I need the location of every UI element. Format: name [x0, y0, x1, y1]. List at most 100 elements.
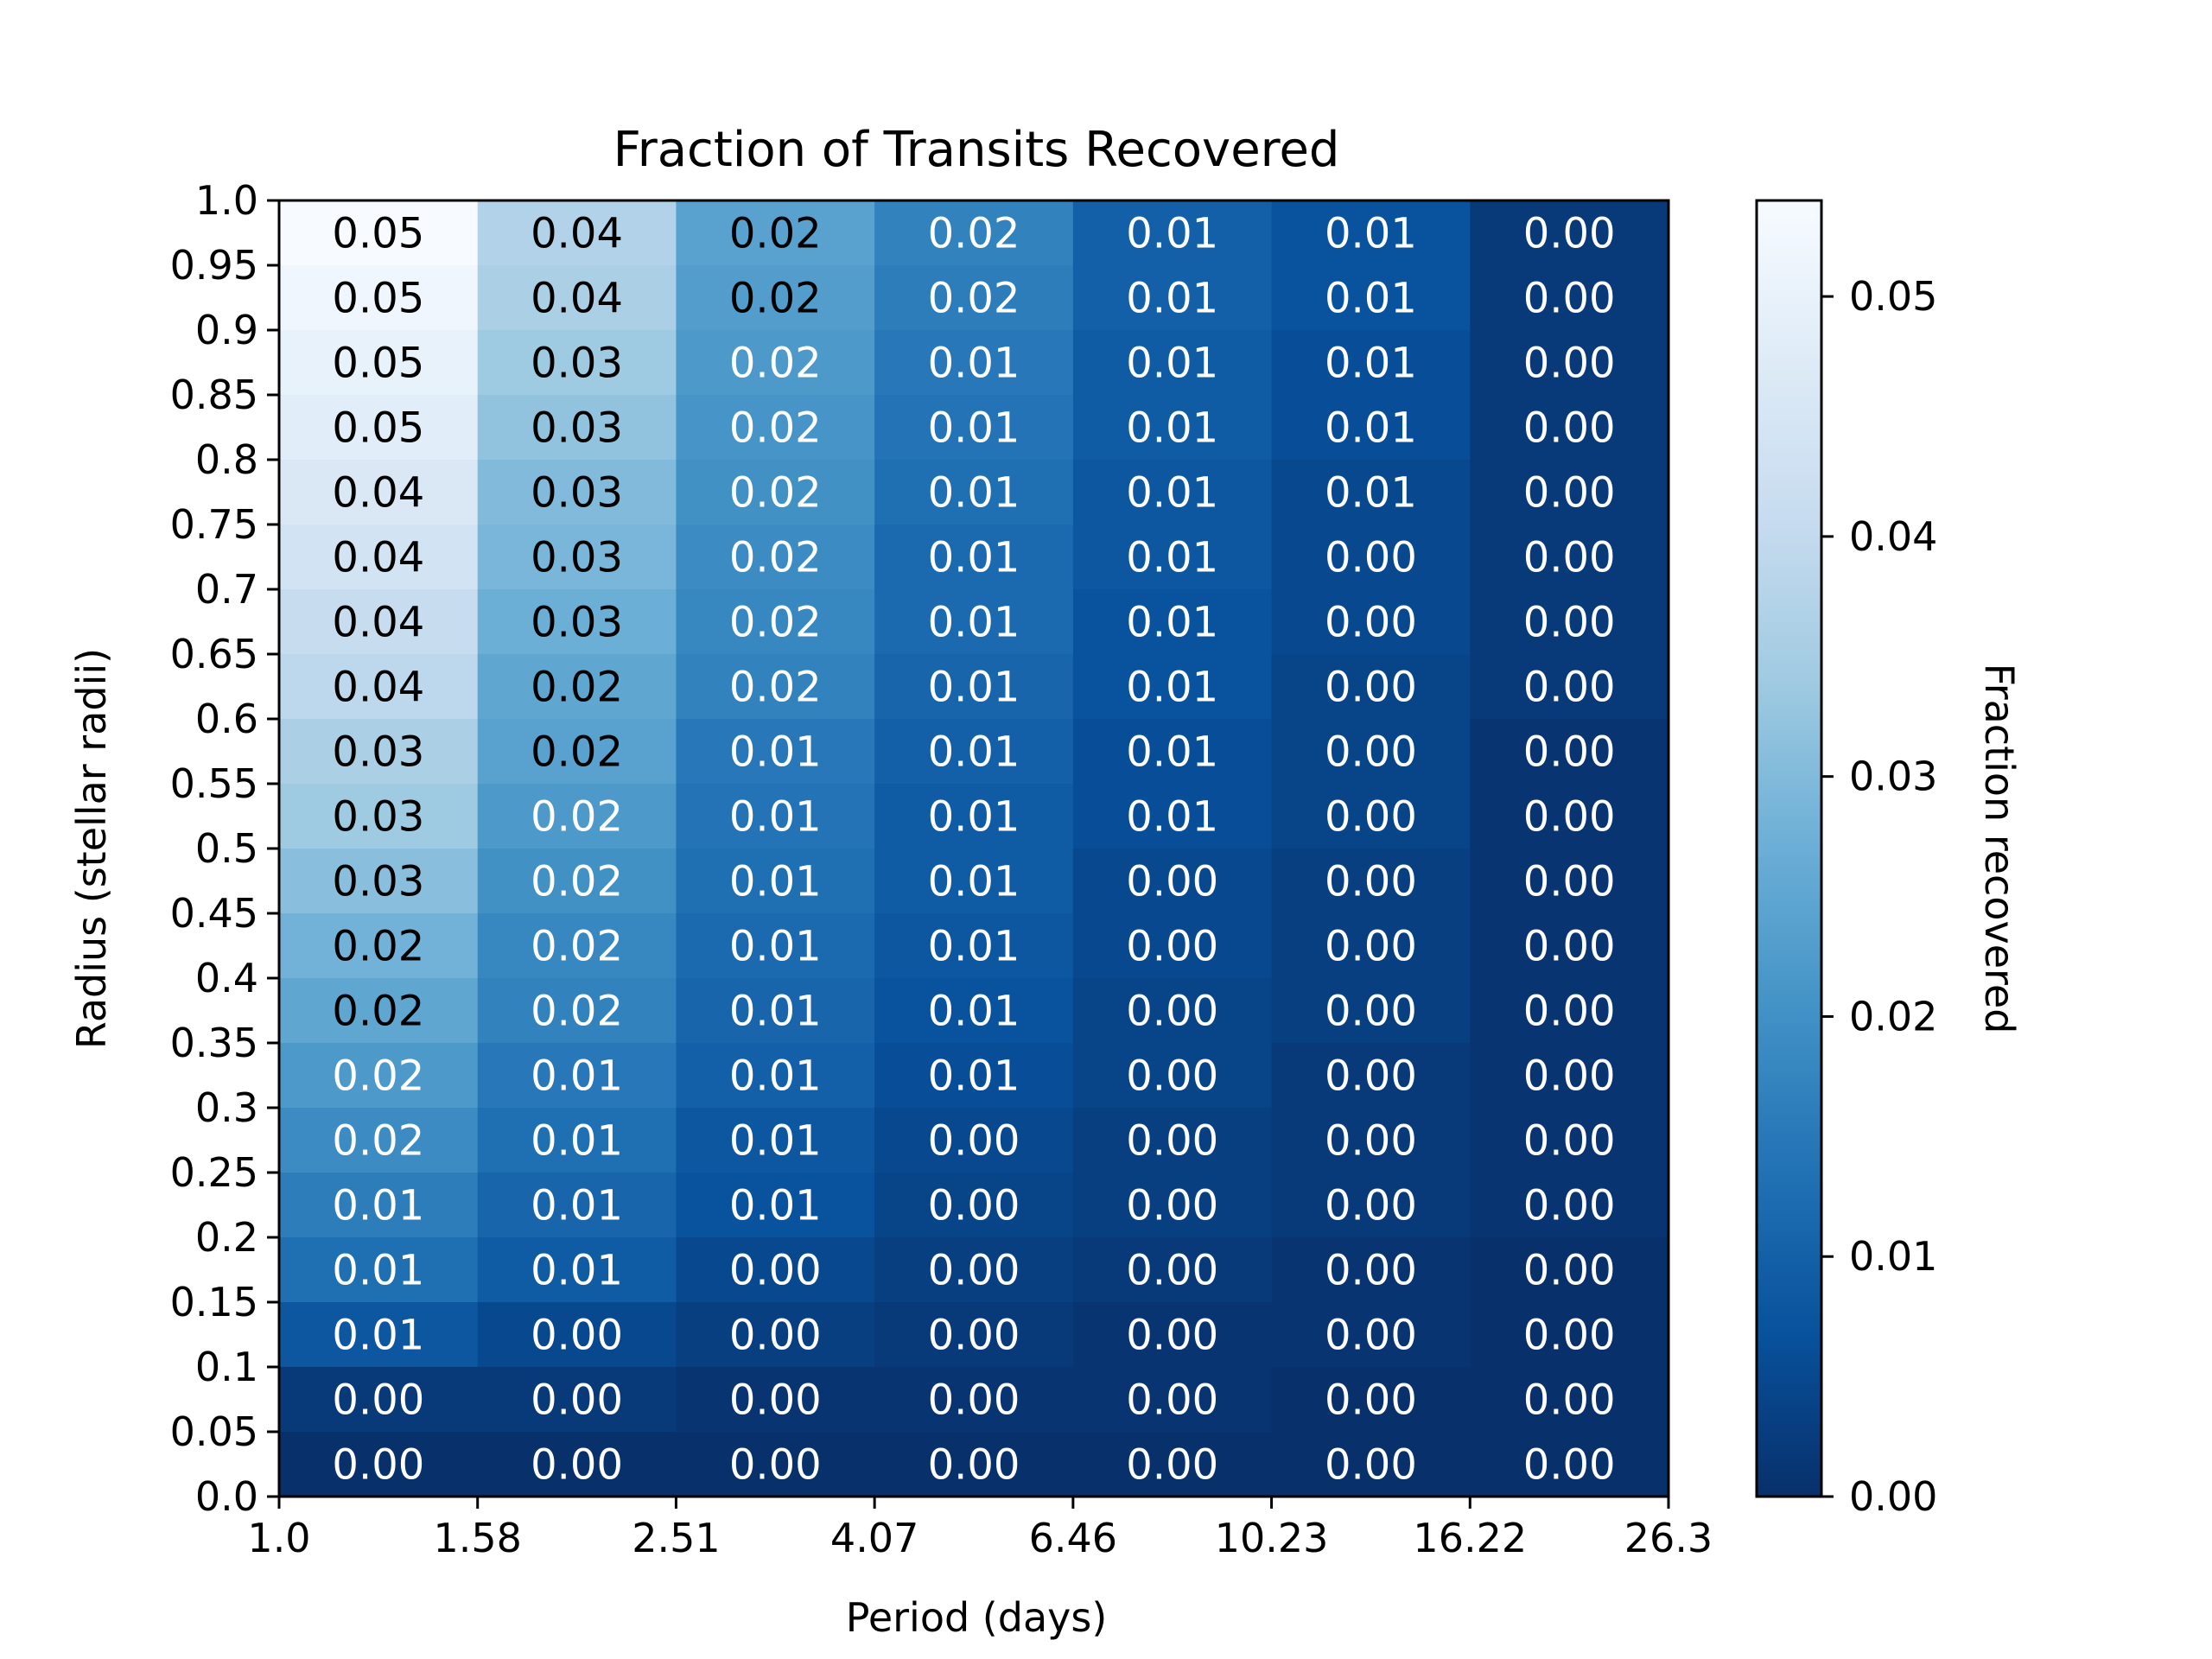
cell-value-label: 0.00	[1126, 1441, 1218, 1490]
cell-value-label: 0.01	[928, 923, 1020, 971]
cell-value-label: 0.01	[928, 340, 1020, 388]
y-tick-label: 0.65	[170, 631, 258, 677]
cell-value-label: 0.02	[332, 988, 424, 1036]
cell-value-label: 0.02	[531, 793, 623, 842]
heatmap-cell	[874, 913, 1074, 979]
heatmap-cell	[279, 265, 479, 331]
cell-value-label: 0.04	[531, 210, 623, 258]
cell-value-label: 0.00	[1126, 1247, 1218, 1295]
cell-value-label: 0.02	[928, 275, 1020, 323]
colorbar-gradient	[1755, 199, 1823, 1498]
x-tick-label: 26.3	[1624, 1515, 1713, 1561]
heatmap-cell	[874, 654, 1074, 720]
cell-value-label: 0.00	[1523, 728, 1616, 777]
cell-value-label: 0.01	[928, 664, 1020, 712]
cell-value-label: 0.02	[729, 599, 822, 647]
cell-value-label: 0.00	[928, 1441, 1020, 1490]
cell-value-label: 0.00	[729, 1247, 822, 1295]
heatmap-cell	[1470, 589, 1669, 655]
y-tick-label: 0.45	[170, 890, 258, 937]
heatmap-cell	[1072, 1367, 1273, 1433]
cell-value-label: 0.02	[729, 340, 822, 388]
cell-value-label: 0.00	[1126, 1052, 1218, 1101]
heatmap-cell	[279, 1043, 479, 1109]
x-tick-label: 4.07	[830, 1515, 918, 1561]
heatmap-cell	[676, 524, 875, 590]
cell-value-label: 0.01	[1325, 275, 1417, 323]
heatmap-cell	[874, 1237, 1074, 1303]
cell-value-label: 0.01	[729, 988, 822, 1036]
cell-value-label: 0.01	[729, 793, 822, 842]
heatmap-cell	[874, 849, 1074, 914]
cell-value-label: 0.00	[1523, 340, 1616, 388]
cell-value-label: 0.00	[1523, 1376, 1616, 1425]
heatmap-cell	[874, 1108, 1074, 1173]
cell-value-label: 0.00	[531, 1441, 623, 1490]
cell-value-label: 0.00	[928, 1247, 1020, 1295]
cell-value-label: 0.01	[928, 404, 1020, 453]
heatmap-cell	[676, 1043, 875, 1109]
cell-value-label: 0.03	[332, 858, 424, 906]
heatmap-cells	[279, 200, 1669, 1497]
heatmap-cell	[874, 330, 1074, 396]
heatmap-cell	[477, 654, 677, 720]
cell-value-label: 0.00	[1523, 664, 1616, 712]
cell-value-label: 0.04	[531, 275, 623, 323]
y-tick-label: 0.7	[195, 566, 258, 613]
cell-value-label: 0.00	[1325, 1376, 1417, 1425]
heatmap-cell	[874, 719, 1074, 785]
heatmap-cell	[1072, 913, 1273, 979]
cell-value-label: 0.00	[1126, 988, 1218, 1036]
cell-value-label: 0.02	[531, 728, 623, 777]
colorbar-tick-label: 0.03	[1849, 753, 1937, 800]
cell-value-label: 0.03	[531, 469, 623, 518]
x-axis: 1.0 1.58 2.51 4.07 6.46 10.23 16.22 26.3	[247, 1497, 1713, 1561]
y-tick-label: 0.4	[195, 955, 258, 1001]
heatmap-cell	[676, 1108, 875, 1173]
heatmap-cell	[1470, 849, 1669, 914]
heatmap-cell	[1470, 1237, 1669, 1303]
cell-value-label: 0.00	[1325, 988, 1417, 1036]
cell-value-label: 0.01	[729, 1117, 822, 1166]
heatmap-cell	[477, 1367, 677, 1433]
heatmap-cell	[874, 978, 1074, 1044]
cell-value-label: 0.02	[531, 664, 623, 712]
heatmap-cell	[1271, 654, 1471, 720]
heatmap-cell	[1072, 978, 1273, 1044]
cell-value-label: 0.00	[1325, 1117, 1417, 1166]
heatmap-cell	[279, 913, 479, 979]
heatmap-cell	[279, 460, 479, 525]
cell-value-label: 0.01	[1126, 728, 1218, 777]
y-tick-label: 0.5	[195, 825, 258, 872]
y-tick-label: 0.95	[170, 242, 258, 289]
heatmap-cell	[1271, 913, 1471, 979]
cell-value-label: 0.02	[531, 988, 623, 1036]
cell-value-label: 0.01	[928, 534, 1020, 582]
heatmap-cell	[477, 1237, 677, 1303]
heatmap-cell	[1470, 913, 1669, 979]
heatmap-cell	[279, 1173, 479, 1238]
cell-value-label: 0.01	[332, 1247, 424, 1295]
cell-value-label: 0.05	[332, 210, 424, 258]
cell-value-label: 0.02	[928, 210, 1020, 258]
cell-value-label: 0.02	[729, 664, 822, 712]
cell-value-label: 0.01	[729, 923, 822, 971]
cell-value-label: 0.00	[1523, 469, 1616, 518]
heatmap-cell	[874, 395, 1074, 461]
heatmap-cell	[1271, 524, 1471, 590]
cell-value-label: 0.03	[332, 793, 424, 842]
cell-value-label: 0.00	[1523, 1182, 1616, 1230]
cell-value-label: 0.01	[928, 988, 1020, 1036]
cell-value-label: 0.00	[1523, 275, 1616, 323]
heatmap-cell	[874, 784, 1074, 849]
heatmap-cell	[279, 1432, 479, 1497]
heatmap-cell	[1072, 395, 1273, 461]
colorbar-tick-label: 0.00	[1849, 1473, 1937, 1520]
cell-value-label: 0.05	[332, 404, 424, 453]
heatmap-cell	[1470, 1367, 1669, 1433]
heatmap-cell	[477, 330, 677, 396]
heatmap-cell	[477, 719, 677, 785]
cell-value-label: 0.02	[332, 1117, 424, 1166]
y-tick-label: 1.0	[195, 177, 258, 224]
y-tick-label: 0.05	[170, 1408, 258, 1455]
